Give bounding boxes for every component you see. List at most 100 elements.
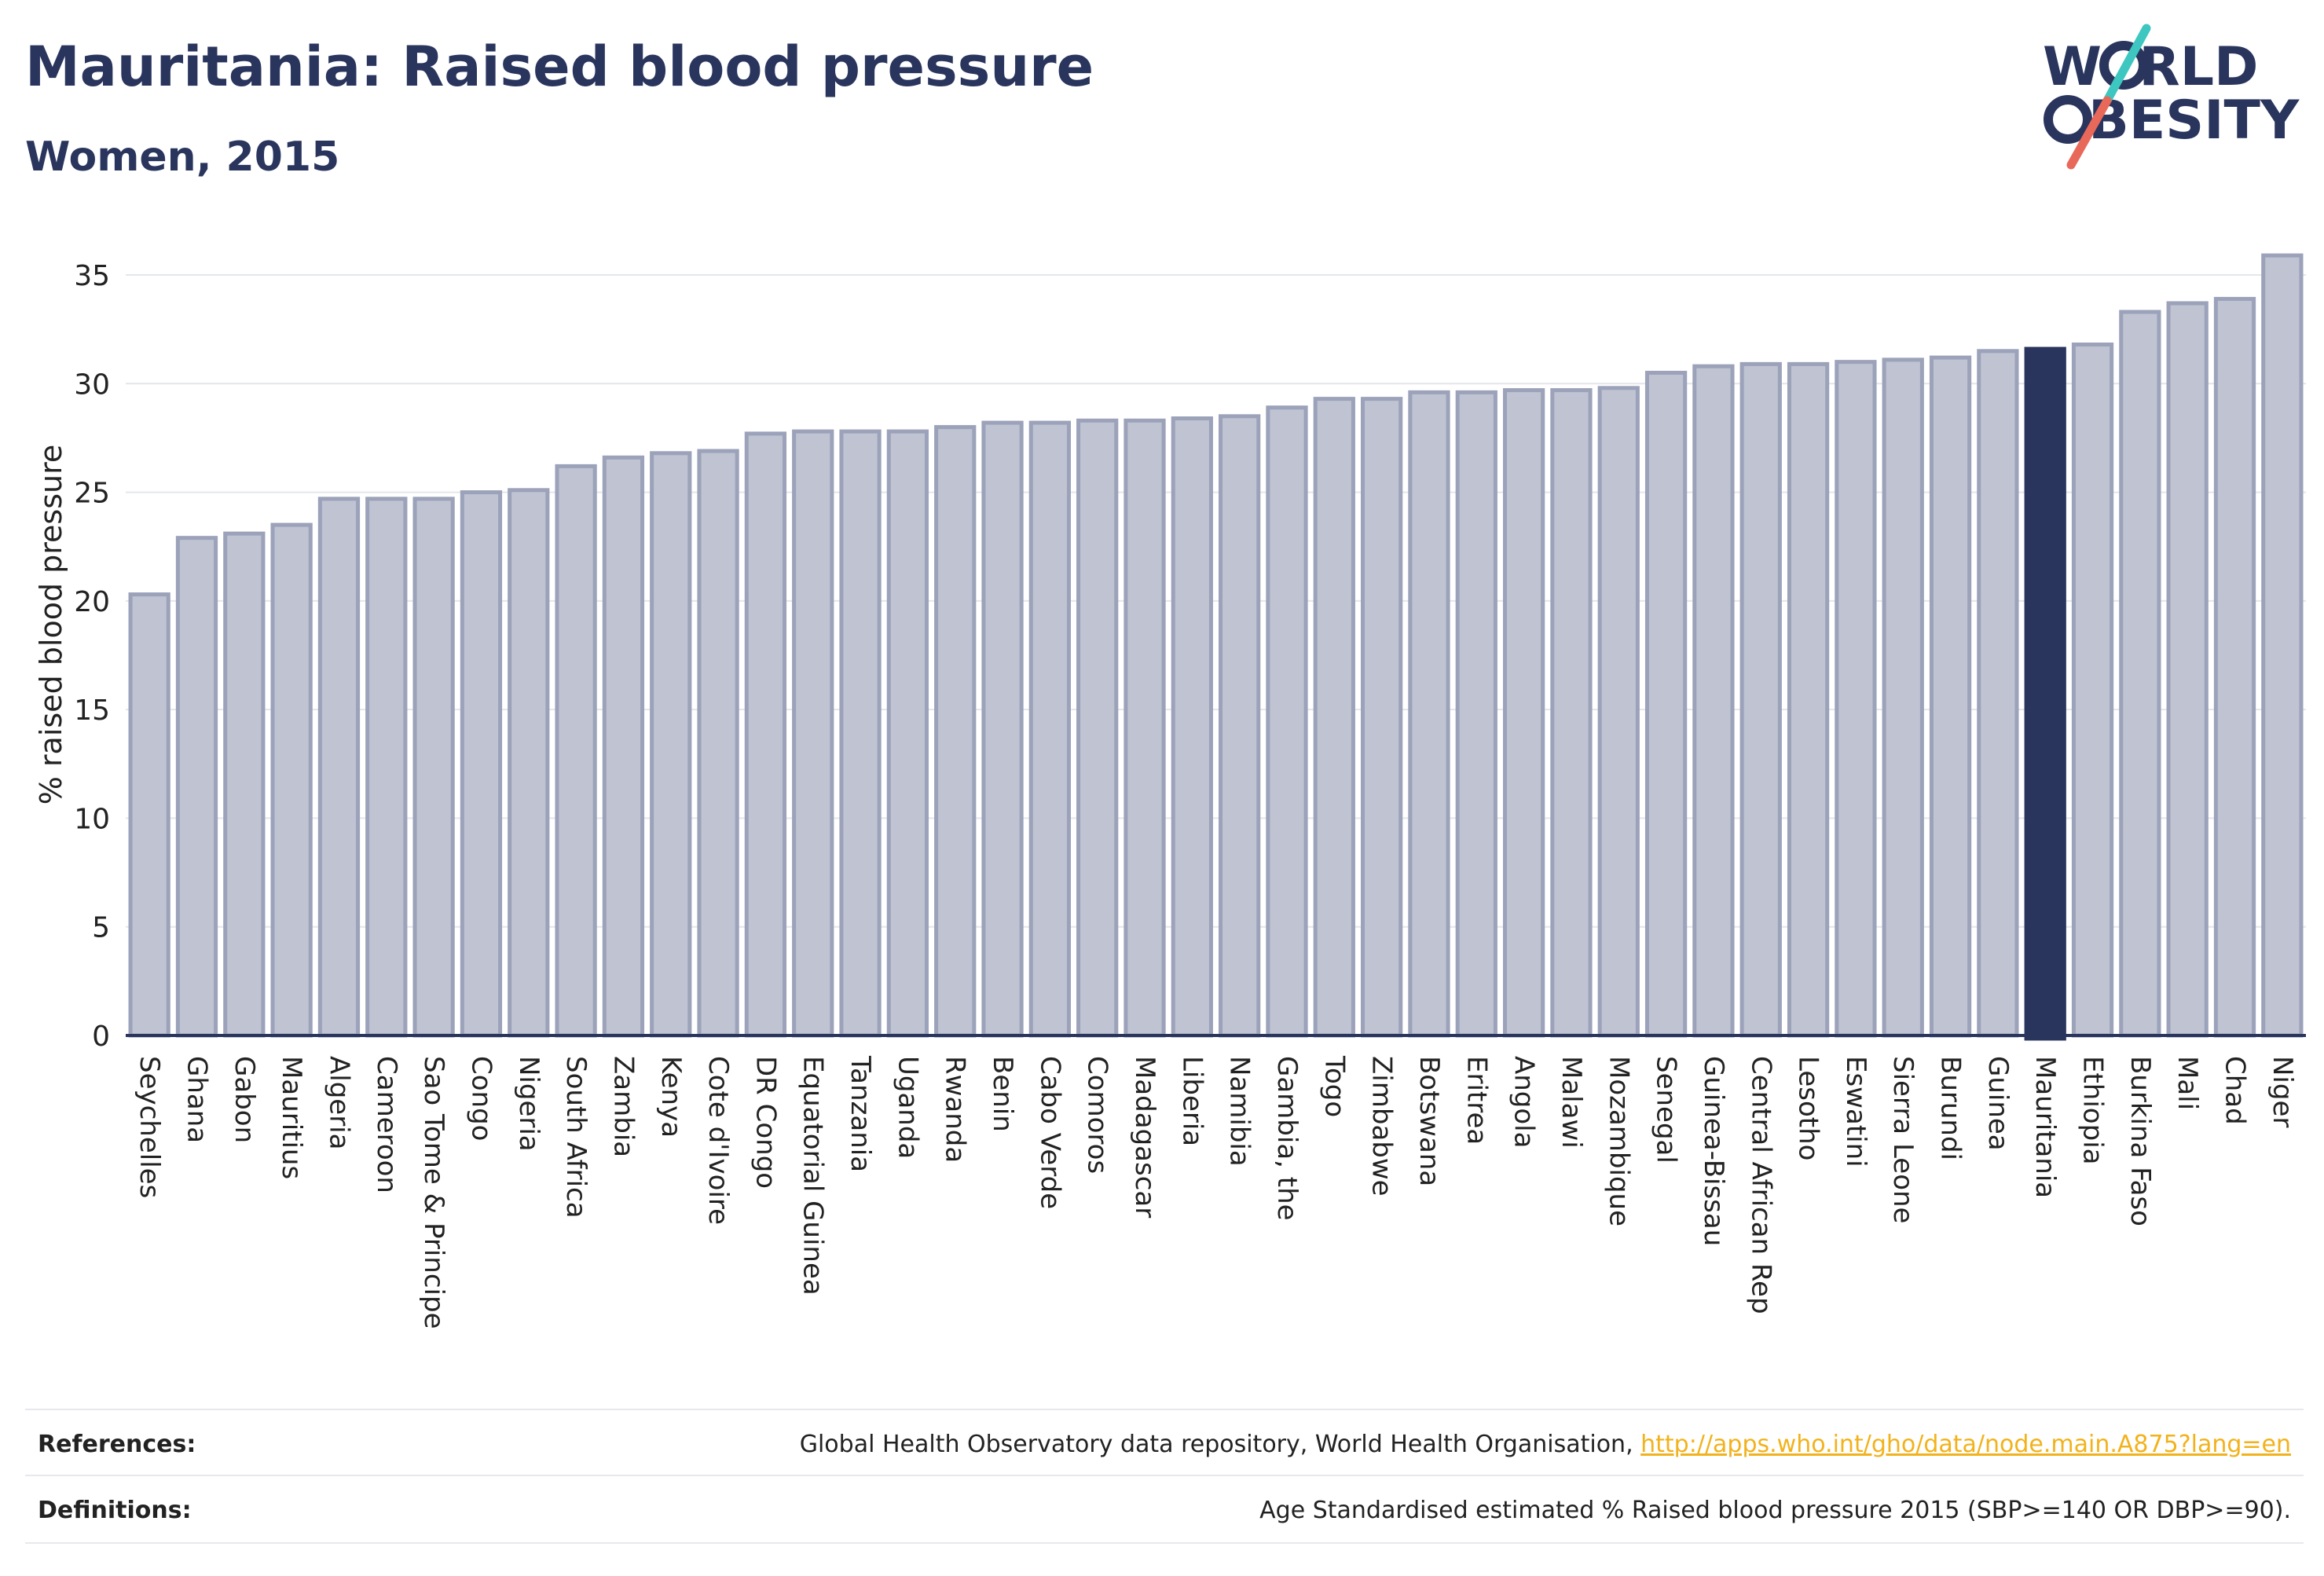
bar xyxy=(2261,253,2304,1038)
x-tick-label: South Africa xyxy=(560,1056,592,1219)
bar xyxy=(1076,418,1119,1038)
bar xyxy=(223,531,266,1038)
logo-line2: BESITY xyxy=(2088,90,2300,152)
x-tick-label: Zambia xyxy=(607,1056,639,1157)
x-tick-label: Ghana xyxy=(181,1056,212,1143)
references-text-wrap: Global Health Observatory data repositor… xyxy=(800,1431,2291,1458)
world-obesity-logo: W RLD BESITY xyxy=(2043,24,2300,170)
bar xyxy=(1550,388,1593,1038)
x-tick-label: Liberia xyxy=(1176,1056,1208,1146)
bar xyxy=(508,488,550,1038)
x-tick-label: Namibia xyxy=(1224,1056,1255,1167)
x-tick-label: Burundi xyxy=(1935,1056,1967,1160)
x-tick-label: Guinea-Bissau xyxy=(1698,1056,1729,1246)
bar xyxy=(1787,361,1830,1038)
footer-divider xyxy=(25,1542,2304,1544)
x-tick-label: Central African Rep xyxy=(1745,1056,1776,1314)
bar xyxy=(1739,361,1782,1038)
x-tick-label: Mali xyxy=(2172,1056,2203,1110)
x-tick-label: Botswana xyxy=(1413,1056,1445,1186)
logo-line1: W RLD xyxy=(2043,36,2259,98)
bar xyxy=(1028,420,1071,1038)
bar xyxy=(744,431,787,1038)
bars xyxy=(128,253,2304,1041)
definitions-text: Age Standardised estimated % Raised bloo… xyxy=(1259,1497,2291,1524)
bar xyxy=(365,497,408,1038)
x-tick-label: Guinea xyxy=(1982,1056,2014,1151)
x-tick-label: Mauritius xyxy=(276,1056,307,1179)
x-tick-label: Sierra Leone xyxy=(1887,1056,1919,1223)
references-link[interactable]: http://apps.who.int/gho/data/node.main.A… xyxy=(1640,1431,2291,1458)
bar xyxy=(2119,310,2161,1038)
bar xyxy=(2071,343,2114,1038)
y-axis-label: % raised blood pressure xyxy=(34,445,68,805)
bar xyxy=(1692,364,1735,1038)
bar xyxy=(1219,414,1261,1038)
bar xyxy=(1124,418,1166,1038)
bar xyxy=(839,429,882,1038)
definitions-label: Definitions: xyxy=(38,1497,192,1524)
bar xyxy=(602,455,645,1038)
bar-chart: 0 5 10 15 20 25 30 35 Seychelles Ghana Gabon Mauri… xyxy=(34,253,2306,1329)
x-tick-label: Rwanda xyxy=(940,1056,971,1163)
x-tick-label: Lesotho xyxy=(1793,1056,1824,1160)
bar xyxy=(792,429,834,1038)
bar xyxy=(1644,370,1688,1038)
logo-o-ring-bottom xyxy=(2044,95,2092,144)
bar xyxy=(460,490,503,1038)
bar xyxy=(1266,405,1308,1038)
x-tick-label: Nigeria xyxy=(513,1056,544,1152)
x-tick-label: Benin xyxy=(987,1056,1018,1132)
x-tick-label: DR Congo xyxy=(750,1056,781,1189)
y-tick-label: 25 xyxy=(74,478,110,510)
bar xyxy=(175,536,218,1038)
y-tick-label: 35 xyxy=(74,260,110,292)
bar xyxy=(1929,355,1972,1038)
x-tick-label: Uganda xyxy=(892,1056,923,1159)
y-tick-labels: 0 5 10 15 20 25 30 35 xyxy=(74,260,110,1053)
references-label: References: xyxy=(38,1431,196,1458)
x-tick-label: Kenya xyxy=(655,1056,687,1138)
x-tick-label: Tanzania xyxy=(845,1055,876,1172)
x-tick-label: Niger xyxy=(2267,1056,2298,1127)
x-tick-label: Madagascar xyxy=(1129,1056,1160,1218)
y-tick-label: 5 xyxy=(92,912,110,944)
x-tick-labels: Seychelles Ghana Gabon Mauritius Algeria Came… xyxy=(134,1055,2298,1329)
x-tick-label: Cameroon xyxy=(371,1056,402,1193)
bar xyxy=(1597,386,1640,1038)
bar xyxy=(981,420,1024,1038)
bar xyxy=(1171,416,1213,1038)
bar xyxy=(1313,397,1355,1038)
chart-title: Mauritania: Raised blood pressure xyxy=(25,35,1094,99)
bar xyxy=(1977,349,2019,1038)
x-tick-label: Mauritania xyxy=(2029,1056,2061,1198)
bar xyxy=(1361,397,1403,1038)
bar xyxy=(1455,390,1497,1038)
bar xyxy=(412,497,455,1038)
references-row: References: Global Health Observatory da… xyxy=(25,1409,2304,1475)
bar xyxy=(270,522,313,1038)
bar xyxy=(650,451,692,1038)
x-tick-label: Algeria xyxy=(323,1056,354,1149)
x-tick-label: Seychelles xyxy=(134,1056,165,1198)
bar xyxy=(1882,357,1924,1038)
bar xyxy=(886,429,929,1038)
x-tick-label: Senegal xyxy=(1651,1056,1682,1164)
bar xyxy=(1502,388,1545,1038)
x-tick-label: Angola xyxy=(1508,1056,1540,1148)
bar xyxy=(1408,390,1450,1038)
x-tick-label: Zimbabwe xyxy=(1366,1056,1398,1197)
x-tick-label: Cabo Verde xyxy=(1034,1056,1065,1209)
y-tick-label: 0 xyxy=(92,1021,110,1053)
y-tick-label: 20 xyxy=(74,586,110,618)
bar xyxy=(697,449,739,1038)
x-tick-label: Gambia, the xyxy=(1271,1056,1303,1221)
x-tick-label: Mozambique xyxy=(1603,1056,1634,1226)
y-tick-label: 30 xyxy=(74,368,110,401)
bar xyxy=(2213,296,2256,1038)
x-tick-label: Cote d'Ivoire xyxy=(702,1056,734,1225)
y-tick-label: 10 xyxy=(74,803,110,835)
x-tick-label: Sao Tome & Principe xyxy=(418,1056,449,1329)
x-tick-label: Ethiopia xyxy=(2077,1056,2109,1164)
x-tick-label: Chad xyxy=(2220,1056,2251,1125)
